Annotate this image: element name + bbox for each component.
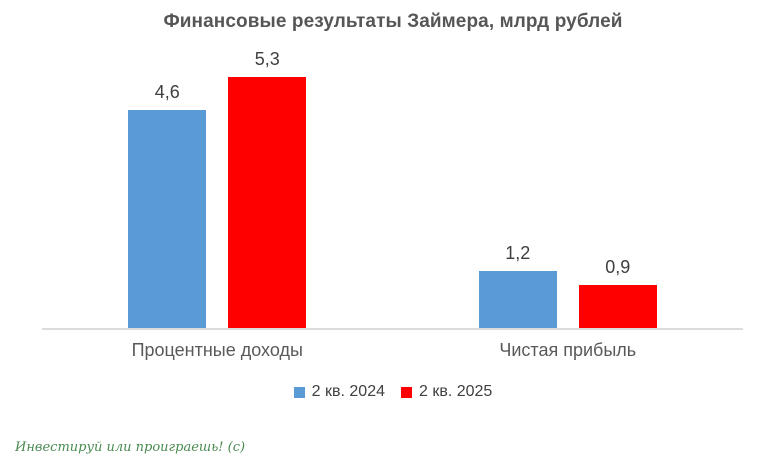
- bar-2kv2025-net-profit: 0,9: [578, 257, 657, 328]
- bar-value-label: 0,9: [605, 257, 631, 277]
- legend-item-2kv2025: 2 кв. 2025: [401, 383, 492, 401]
- category-label-net-profit: Чистая прибыль: [499, 340, 637, 360]
- chart-title: Финансовые результаты Займера, млрд рубл…: [163, 11, 623, 32]
- bar-group-net-profit: 1,2 0,9: [393, 0, 744, 328]
- legend-item-2kv2024: 2 кв. 2024: [293, 383, 385, 401]
- legend: 2 кв. 2024 2 кв. 2025: [28, 383, 758, 401]
- bar-value-label: 4,6: [154, 82, 180, 102]
- legend-swatch-icon: [293, 386, 305, 398]
- plot-area: 4,6 5,3 1,2 0,9: [42, 0, 743, 330]
- bar-group-interest-income: 4,6 5,3: [42, 0, 393, 328]
- bar-2kv2024-net-profit: 1,2: [478, 243, 557, 328]
- bar-2kv2024-interest-income: 4,6: [128, 82, 207, 328]
- watermark: Инвестируй или проиграешь! (с): [15, 440, 246, 455]
- category-label-interest-income: Процентные доходы: [131, 340, 303, 360]
- bar-2kv2025-interest-income: 5,3: [228, 49, 307, 328]
- legend-label: 2 кв. 2025: [419, 383, 493, 400]
- legend-swatch-icon: [401, 386, 412, 398]
- legend-label: 2 кв. 2024: [311, 383, 385, 400]
- chart-region: Финансовые результаты Займера, млрд рубл…: [28, 0, 758, 468]
- bar-value-label: 1,2: [505, 243, 531, 263]
- bar-value-label: 5,3: [254, 49, 280, 69]
- category-axis: Процентные доходы Чистая прибыль: [42, 340, 743, 361]
